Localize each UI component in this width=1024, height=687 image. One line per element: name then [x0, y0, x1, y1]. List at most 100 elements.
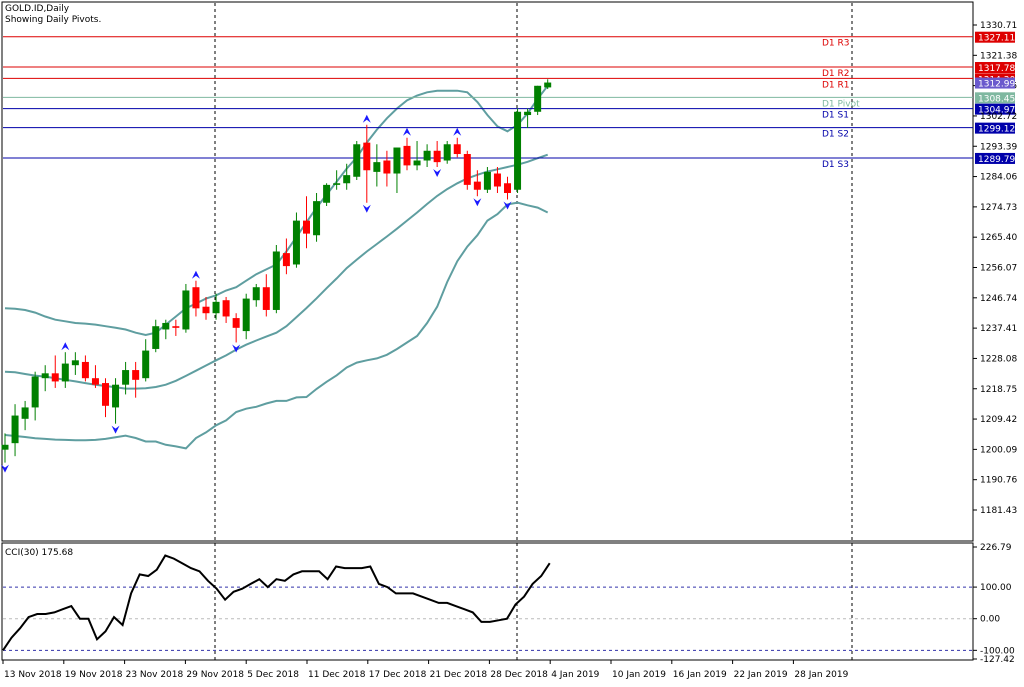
candle — [162, 319, 170, 340]
candle-body — [41, 373, 49, 379]
time-tick-label: 17 Dec 2018 — [369, 670, 427, 680]
candle — [262, 274, 270, 317]
candle — [122, 361, 130, 395]
candle-body — [423, 150, 431, 161]
candle-body — [102, 383, 109, 406]
price-tick-label: 1321.38 — [980, 51, 1017, 61]
candle-body — [31, 376, 39, 408]
candle — [313, 193, 321, 242]
candle-body — [1, 444, 9, 450]
candle-body — [524, 111, 532, 116]
candle-body — [232, 318, 240, 328]
candle — [483, 167, 491, 194]
price-tick-label: 1256.07 — [980, 264, 1017, 274]
candle — [11, 404, 19, 457]
candle — [534, 85, 542, 116]
candle-body — [262, 287, 270, 310]
candle — [182, 283, 190, 333]
pivot-value-label: 1304.97 — [978, 106, 1015, 116]
cci-tick-label: 226.79 — [980, 543, 1012, 553]
candle-body — [393, 147, 401, 174]
candle — [292, 212, 300, 268]
candle-body — [413, 160, 421, 166]
candle-body — [152, 326, 160, 349]
candle — [413, 141, 421, 171]
time-tick-label: 13 Nov 2018 — [4, 670, 62, 680]
candle-body — [453, 144, 461, 155]
candle-body — [51, 373, 59, 382]
candle — [303, 196, 310, 249]
candle — [252, 283, 260, 307]
cci-axis: 226.79 100.00 0.00 -100.00-127.42 — [973, 543, 1015, 665]
pivot-label: D1 S3 — [822, 160, 849, 170]
pivot-label: D1 R1 — [822, 80, 850, 90]
candle — [142, 339, 150, 382]
candles — [1, 79, 552, 463]
candle-body — [534, 85, 542, 112]
candle-body — [212, 301, 220, 314]
chart-subtitle: Showing Daily Pivots. — [5, 15, 101, 25]
price-tick-label: 1218.75 — [980, 385, 1017, 395]
candle-body — [282, 253, 290, 267]
price-tick-label: 1302.72 — [980, 112, 1017, 122]
fractal-markers — [1, 114, 512, 473]
price-tick-label: 1209.42 — [980, 415, 1017, 425]
candle-body — [433, 150, 441, 163]
pivot-value-box — [975, 103, 1015, 115]
candle-body — [383, 160, 391, 174]
candle — [202, 296, 210, 320]
candle — [504, 176, 511, 200]
candle — [443, 141, 451, 164]
fractal-arrow-up — [403, 127, 411, 136]
candle-body — [504, 183, 511, 194]
candle — [373, 144, 381, 187]
current-price-label: 1312.99 — [978, 80, 1015, 90]
candle-body — [202, 306, 210, 314]
pivot-value-box — [975, 92, 1015, 104]
candle-body — [373, 162, 381, 172]
candle-body — [272, 251, 280, 310]
time-tick-label: 11 Dec 2018 — [308, 670, 366, 680]
price-tick-label: 1293.39 — [980, 142, 1017, 152]
candle — [383, 150, 391, 187]
time-tick-label: 28 Jan 2019 — [794, 670, 848, 680]
candle — [403, 137, 411, 171]
price-tick-label: 1284.06 — [980, 173, 1017, 183]
candle-body — [112, 384, 120, 408]
candle-body — [132, 370, 140, 380]
pivot-label: D1 Pivot — [822, 99, 860, 109]
candle-body — [192, 287, 200, 309]
candle — [493, 167, 501, 194]
candle-body — [544, 82, 552, 88]
time-tick-label: 19 Nov 2018 — [65, 670, 123, 680]
candle — [172, 319, 180, 336]
candle — [31, 371, 39, 421]
candle-body — [303, 220, 310, 234]
candle-body — [493, 173, 501, 187]
candle-body — [443, 144, 451, 161]
fractal-arrow-up — [453, 127, 462, 136]
price-tick-label: 1237.41 — [980, 324, 1017, 334]
candle — [21, 400, 29, 431]
candle-body — [11, 415, 19, 444]
price-tick-label: 1200.09 — [980, 445, 1017, 455]
pivot-value-label: 1308.45 — [978, 94, 1015, 104]
candle-body — [242, 298, 250, 332]
cci-tick-label: -127.42 — [980, 655, 1015, 665]
candle — [423, 144, 431, 168]
candle — [61, 352, 69, 388]
price-tick-label: 1330.71 — [980, 21, 1017, 31]
candle-body — [323, 184, 331, 203]
candle — [242, 293, 250, 340]
cci-tick-label: 100.00 — [980, 583, 1012, 593]
cci-tick-label: 0.00 — [980, 615, 1000, 625]
pivot-value-label: 1289.79 — [978, 155, 1015, 165]
candle — [453, 137, 461, 158]
time-tick-label: 10 Jan 2019 — [612, 670, 666, 680]
candle-body — [292, 220, 300, 265]
candle-body — [343, 175, 351, 184]
candle-body — [514, 111, 522, 190]
